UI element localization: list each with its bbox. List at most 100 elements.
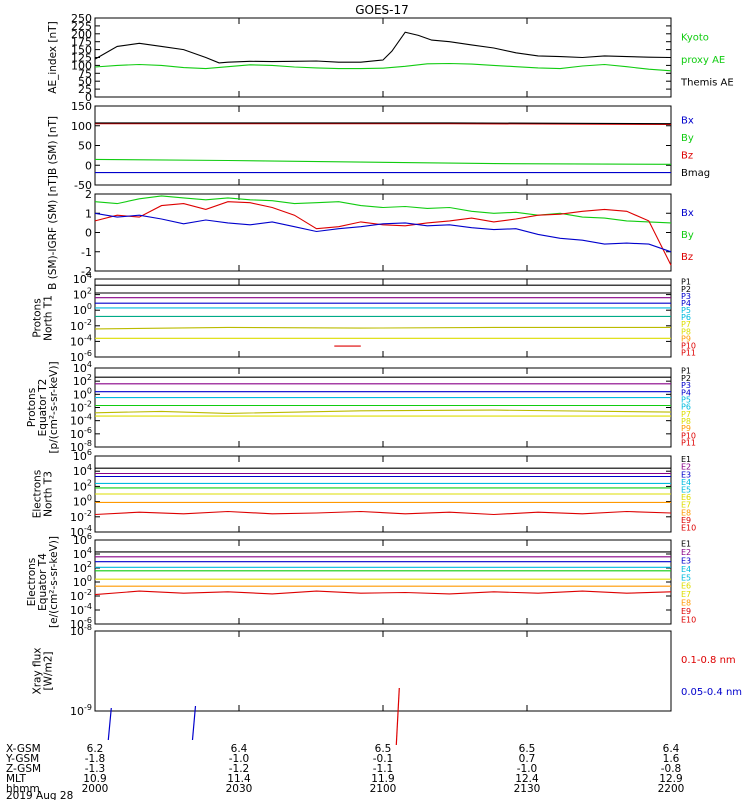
legend-label: P9 xyxy=(681,424,691,433)
panel-frame xyxy=(94,367,672,448)
y-tick-label: 100 xyxy=(73,494,92,509)
series-bx xyxy=(94,212,672,253)
ephemeris-value: 6.2 xyxy=(87,743,104,755)
y-tick-label: 100 xyxy=(73,574,92,589)
ephemeris-value: 1.6 xyxy=(663,753,680,765)
y-tick-label: 10-6 xyxy=(70,426,92,441)
y-tick-label: 0 xyxy=(85,227,92,240)
xray-spike xyxy=(395,687,400,746)
legend-label: 0.05-0.4 nm xyxy=(681,687,742,698)
legend-label: E2 xyxy=(681,463,691,472)
y-tick-label: 1 xyxy=(85,207,92,220)
legend-label: P5 xyxy=(681,306,691,315)
ephemeris-value: -1.8 xyxy=(85,753,106,765)
ephemeris-value: -0.8 xyxy=(661,763,682,775)
y-tick-label: 250 xyxy=(71,12,92,25)
legend-label: E2 xyxy=(681,548,691,557)
y-tick-label: 102 xyxy=(73,287,92,302)
y-tick-label: 10-2 xyxy=(70,400,92,415)
legend-label: E10 xyxy=(681,523,696,532)
y-tick-label: 10-2 xyxy=(70,588,92,603)
ephemeris-row-label: Z-GSM xyxy=(6,763,41,775)
ephemeris-value: 6.4 xyxy=(663,743,680,755)
y-axis-label: B (SM)-IGRF (SM) [nT] xyxy=(47,175,59,290)
ephemeris-value: -1.1 xyxy=(373,763,394,775)
ephemeris-value: 11.9 xyxy=(371,773,394,785)
legend-label: E5 xyxy=(681,485,691,494)
y-tick-label: 225 xyxy=(71,20,92,33)
y-tick-label: 10-2 xyxy=(70,318,92,333)
y-axis-label: AE_index [nT] xyxy=(47,21,59,93)
legend-label: E8 xyxy=(681,508,691,517)
y-tick-label: -2 xyxy=(81,265,92,278)
ephemeris-row-label: hhmm xyxy=(6,783,40,795)
panel-8: 10-9 10-8 Xray flux[W/m2] 0.1-0.8 nm 0.05-0.… xyxy=(32,623,742,746)
ephemeris-row-label: MLT xyxy=(6,773,26,785)
y-axis-label: B (SM) [nT] xyxy=(47,116,59,175)
ephemeris-value: 11.4 xyxy=(227,773,251,785)
y-tick-label: 10-4 xyxy=(70,333,92,348)
ephemeris-value: 2130 xyxy=(514,783,541,795)
series-themis-ae xyxy=(94,31,672,64)
ephemeris-value: 2200 xyxy=(658,783,685,795)
legend-label: E5 xyxy=(681,573,691,582)
y-tick-label: 10-8 xyxy=(70,623,92,638)
legend-label: P6 xyxy=(681,403,691,412)
y-tick-label: 10-6 xyxy=(70,349,92,364)
y-tick-label: 106 xyxy=(73,448,92,463)
y-tick-label: 10-4 xyxy=(70,413,92,428)
legend-label: P11 xyxy=(681,439,696,448)
legend-label: P10 xyxy=(681,431,696,440)
legend-label: P6 xyxy=(681,313,691,322)
legend-label: 0.1-0.8 nm xyxy=(681,655,736,666)
series-e8 xyxy=(94,510,672,516)
legend-label: proxy AE xyxy=(681,55,725,66)
legend-label: P3 xyxy=(681,292,691,301)
legend-label: P7 xyxy=(681,410,691,419)
y-tick-label: 100 xyxy=(73,386,92,401)
legend-label: Bx xyxy=(681,116,694,127)
legend-label: P3 xyxy=(681,381,691,390)
y-tick-label: 10-4 xyxy=(70,524,92,539)
ephemeris-value: -0.1 xyxy=(373,753,394,765)
y-tick-label: 100 xyxy=(71,120,92,133)
y-tick-label: 100 xyxy=(73,302,92,317)
legend-label: P2 xyxy=(681,374,691,383)
y-tick-label: 10-4 xyxy=(70,602,92,617)
legend-label: P8 xyxy=(681,417,691,426)
legend-label: E7 xyxy=(681,590,691,599)
legend-label: Bz xyxy=(681,151,693,162)
y-axis-label: ProtonsEquator T2[p/(cm²-s-sr-keV)] xyxy=(26,361,60,453)
legend-label: Bmag xyxy=(681,168,710,179)
date-label: 2019 Aug 28 xyxy=(6,790,73,800)
ephemeris-value: -1.2 xyxy=(229,763,250,775)
legend-label: P9 xyxy=(681,334,691,343)
y-tick-label: 150 xyxy=(71,100,92,113)
y-tick-label: 0 xyxy=(85,159,92,172)
series-by xyxy=(94,158,672,165)
legend-label: P4 xyxy=(681,388,691,397)
series-kyoto-proxy-ae xyxy=(94,62,672,72)
y-tick-label: 75 xyxy=(78,67,92,80)
y-tick-label: 104 xyxy=(73,271,92,286)
legend-label: E1 xyxy=(681,540,691,549)
y-axis-label: Xray flux[W/m2] xyxy=(32,648,55,695)
y-tick-label: 10-6 xyxy=(70,616,92,631)
y-tick-label: 10-2 xyxy=(70,509,92,524)
panel-frame xyxy=(94,193,672,272)
ephemeris-value: -1.0 xyxy=(229,753,250,765)
series-p7 xyxy=(94,326,671,330)
legend-label: P1 xyxy=(681,278,691,287)
ephemeris-value: 6.5 xyxy=(519,743,536,755)
ephemeris-value: -1.3 xyxy=(85,763,106,775)
legend-label: By xyxy=(681,133,694,144)
y-tick-label: 2 xyxy=(85,188,92,201)
y-tick-label: 25 xyxy=(78,83,92,96)
ephemeris-value: 2000 xyxy=(82,783,109,795)
y-tick-label: 102 xyxy=(73,478,92,493)
ephemeris-value: 0.7 xyxy=(519,753,536,765)
